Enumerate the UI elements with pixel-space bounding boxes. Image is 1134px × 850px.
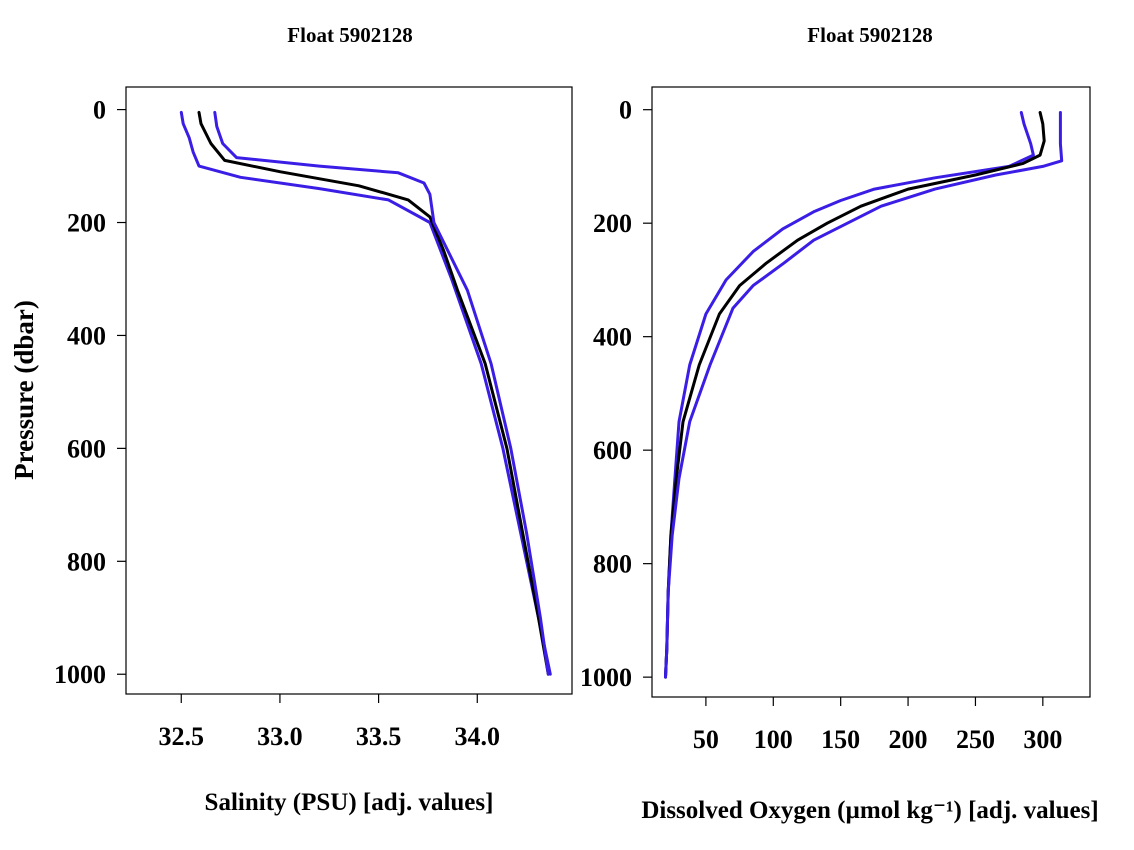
- salinity-panel: Float 5902128 0 200 400 600 800 1000 32.5 33.0 3…: [9, 23, 573, 816]
- oxygen-ytick-label: 1000: [580, 663, 632, 692]
- oxygen-ytick-label: 800: [593, 550, 632, 579]
- oxygen-upper-line: [664, 111, 1064, 679]
- oxygen-axes: 0 200 400 600 800 1000 50 100 150 200 250 300: [580, 96, 1062, 754]
- oxygen-axis-label: Dissolved Oxygen (µmol kg⁻¹) [adj. value…: [641, 797, 1098, 824]
- oxygen-ytick-label: 200: [593, 209, 632, 238]
- salinity-xtick-label: 32.5: [159, 722, 205, 751]
- oxygen-profile-lines: [664, 111, 1064, 679]
- oxygen-mean-line: [664, 111, 1046, 679]
- oxygen-xtick-label: 150: [821, 725, 860, 754]
- oxygen-ytick-label: 600: [593, 436, 632, 465]
- salinity-xtick-label: 34.0: [455, 722, 501, 751]
- salinity-upper-line: [213, 110, 550, 676]
- oxygen-xtick-label: 100: [754, 725, 793, 754]
- salinity-xtick-label: 33.0: [257, 722, 303, 751]
- oxygen-ytick-label: 0: [619, 96, 632, 125]
- salinity-axis-label: Salinity (PSU) [adj. values]: [205, 789, 494, 816]
- salinity-mean-line: [197, 110, 550, 676]
- salinity-ytick-label: 200: [67, 209, 106, 238]
- salinity-ytick-label: 800: [67, 547, 106, 576]
- pressure-axis-label: Pressure (dbar): [9, 300, 39, 480]
- oxygen-xtick-label: 250: [956, 725, 995, 754]
- salinity-xtick-label: 33.5: [356, 722, 402, 751]
- salinity-ytick-label: 600: [67, 434, 106, 463]
- salinity-ytick-label: 0: [93, 96, 106, 125]
- oxygen-panel-title: Float 5902128: [807, 23, 932, 47]
- oxygen-ytick-label: 400: [593, 323, 632, 352]
- salinity-profile-lines: [179, 110, 552, 676]
- oxygen-xtick-label: 300: [1023, 725, 1062, 754]
- salinity-ytick-label: 400: [67, 321, 106, 350]
- salinity-panel-title: Float 5902128: [287, 23, 412, 47]
- oxygen-xtick-label: 200: [889, 725, 928, 754]
- oxygen-xtick-label: 50: [693, 725, 719, 754]
- oxygen-panel: Float 5902128 0 200 400 600 800 1000 50 100 150 2…: [580, 23, 1099, 824]
- oxygen-plot-frame: [651, 86, 1091, 698]
- salinity-plot-frame: [125, 86, 573, 695]
- salinity-lower-line: [179, 110, 552, 676]
- salinity-axes: 0 200 400 600 800 1000 32.5 33.0 33.5 34.0: [54, 96, 500, 751]
- salinity-ytick-label: 1000: [54, 660, 106, 689]
